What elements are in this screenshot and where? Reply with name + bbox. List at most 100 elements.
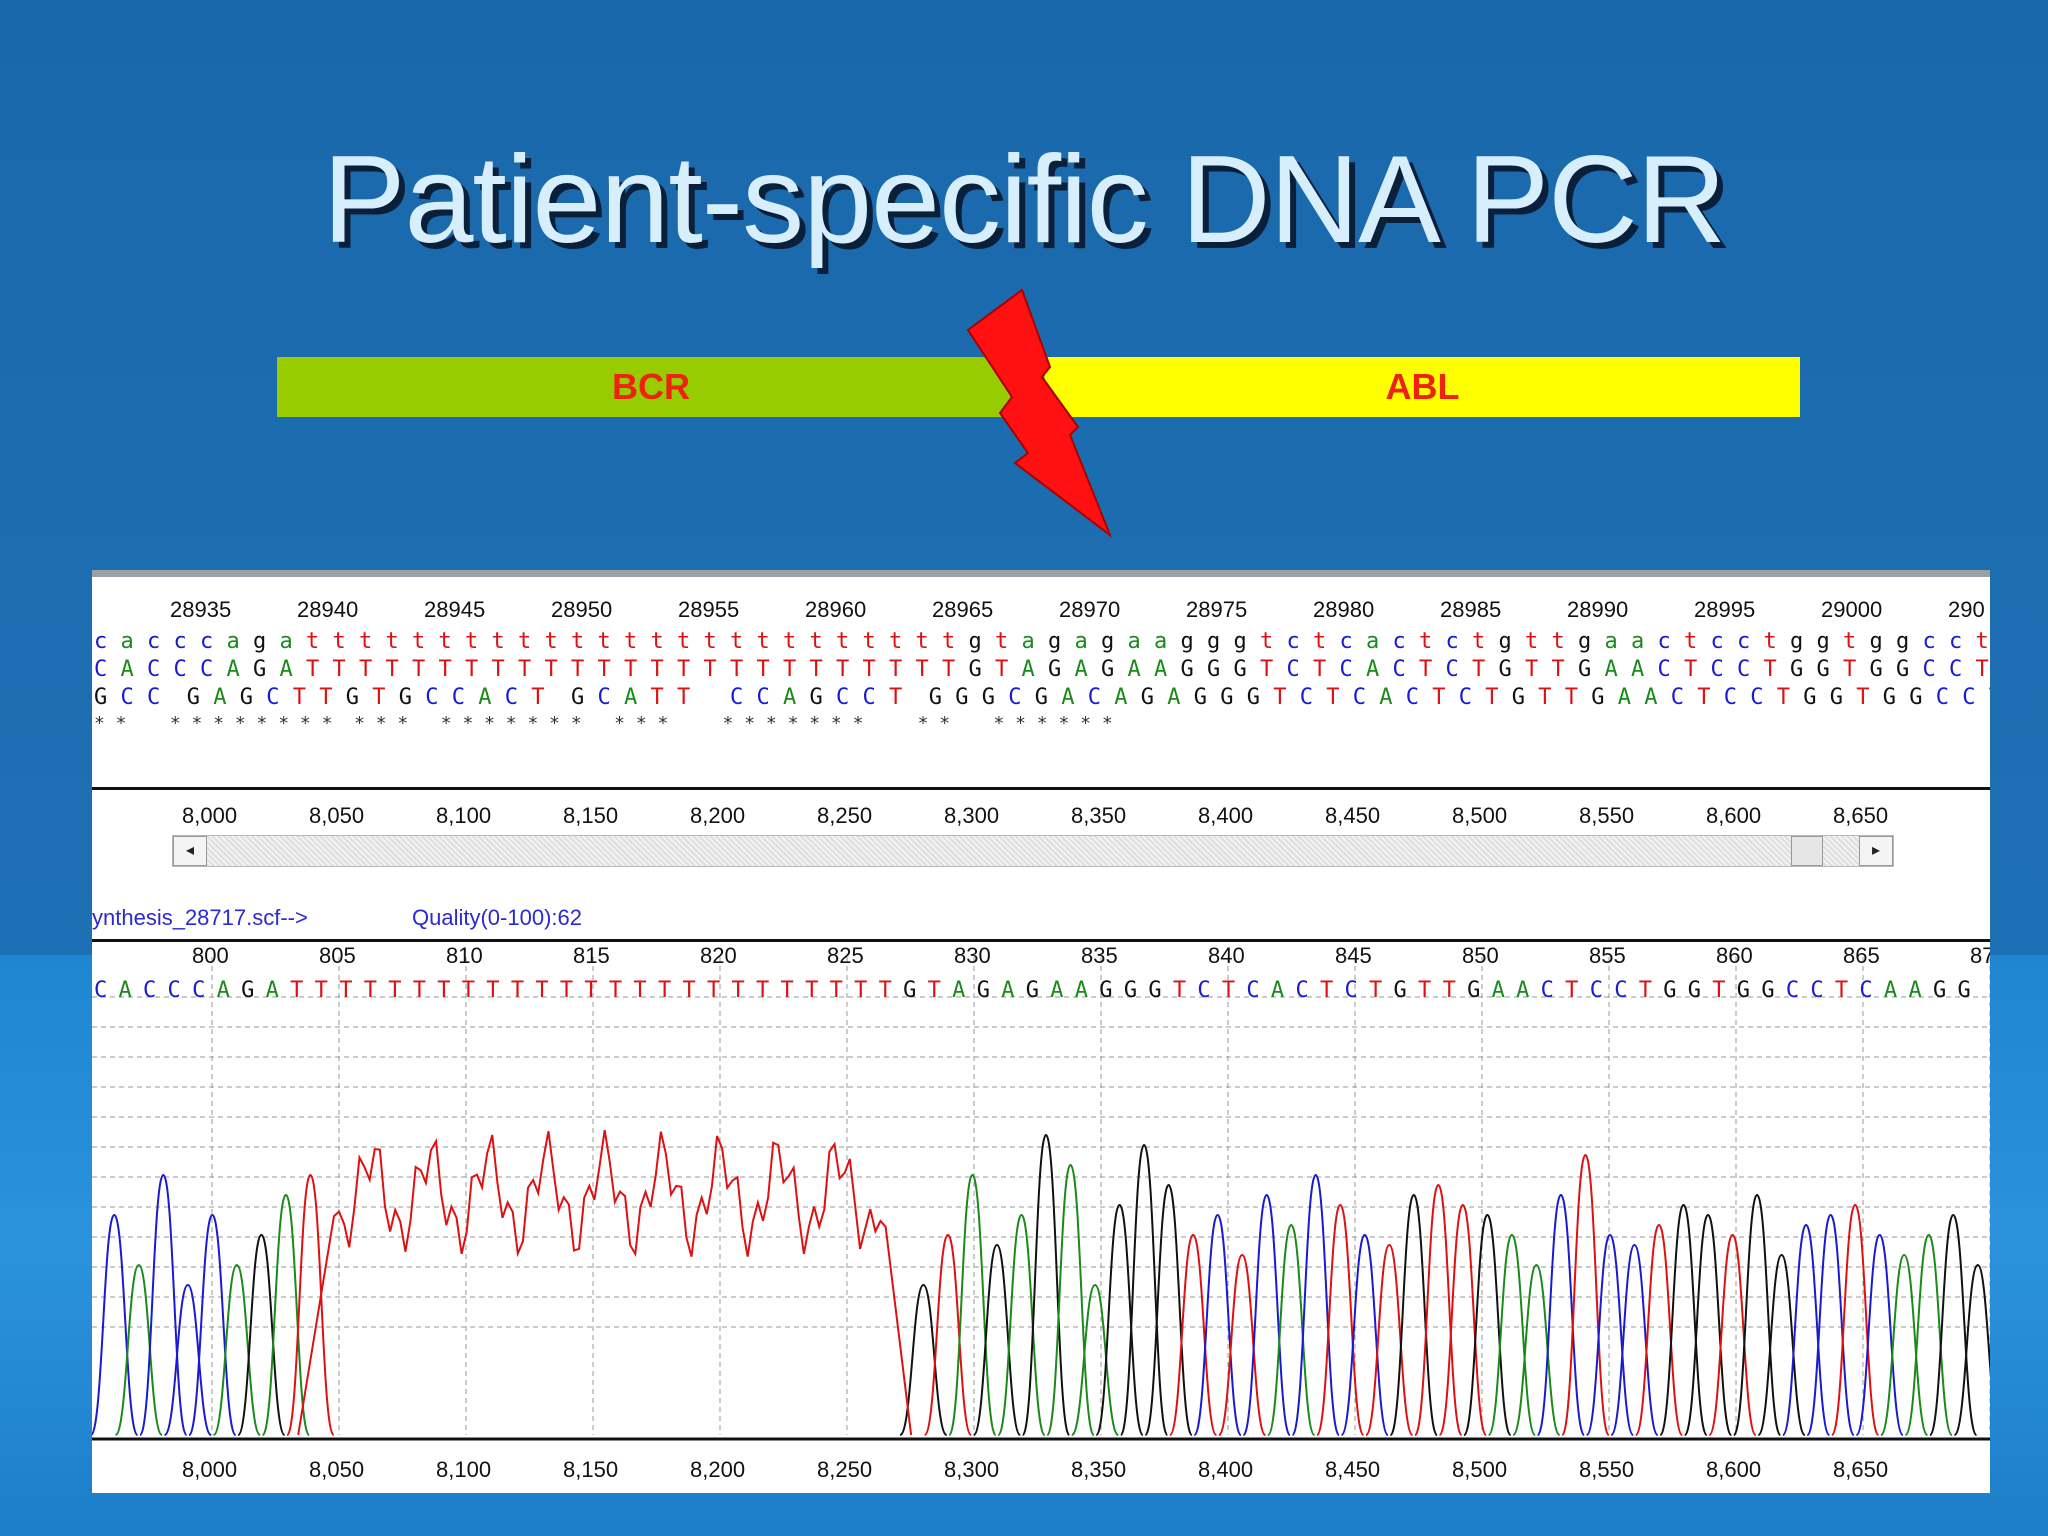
alignment-position-label: 28975 — [1186, 597, 1248, 622]
trace-file-label: ynthesis_28717.scf--> — [92, 905, 308, 930]
base-call: T — [1639, 978, 1652, 1003]
alignment-position-label: 28955 — [678, 597, 740, 622]
base-call: G — [977, 978, 990, 1003]
base-call: T — [609, 978, 622, 1003]
base-position-label: 825 — [827, 943, 864, 968]
base-position-label: 815 — [573, 943, 610, 968]
base-call: T — [1418, 978, 1431, 1003]
base-call: A — [1516, 978, 1529, 1003]
alignment-axis-tick: 8,400 — [1198, 803, 1254, 828]
trace-peak — [1095, 1203, 1144, 1436]
trace-peak — [1021, 1133, 1071, 1436]
base-call: T — [560, 978, 573, 1003]
trace-peak — [1315, 1203, 1365, 1436]
base-call: T — [805, 978, 818, 1003]
quality-label: Quality(0-100):62 — [412, 905, 582, 930]
alignment-axis-tick: 8,500 — [1452, 803, 1508, 828]
base-call: G — [903, 978, 916, 1003]
base-call: C — [1197, 978, 1210, 1003]
base-position-label: 830 — [954, 943, 991, 968]
trace-peak — [1561, 1153, 1610, 1436]
alignment-position-label: 28950 — [551, 597, 613, 622]
trace-peak — [92, 1213, 139, 1436]
base-call: T — [830, 978, 843, 1003]
trace-peak — [948, 1173, 997, 1436]
trace-axis-tick: 8,350 — [1071, 1457, 1126, 1482]
trace-peak — [899, 1283, 948, 1436]
trace-axis-tick: 8,250 — [817, 1457, 872, 1482]
base-call: A — [1050, 978, 1063, 1003]
alignment-position-label: 29000 — [1821, 597, 1883, 622]
trace-axis-tick: 8,500 — [1452, 1457, 1507, 1482]
base-call: G — [241, 978, 254, 1003]
base-call: T — [732, 978, 745, 1003]
alignment-axis-tick: 8,650 — [1833, 803, 1889, 828]
trace-peak — [1217, 1253, 1267, 1436]
base-call: T — [879, 978, 892, 1003]
alignment-position-label: 28970 — [1059, 597, 1121, 622]
trace-peak — [1463, 1213, 1512, 1436]
alignment-position-label: 28960 — [805, 597, 867, 622]
poly-t-trace — [297, 1129, 913, 1436]
scroll-right-button[interactable]: ▸ — [1859, 836, 1893, 866]
base-call: T — [290, 978, 303, 1003]
alignment-position-label: 28945 — [424, 597, 486, 622]
trace-peak — [972, 1243, 1022, 1436]
trace-axis-tick: 8,100 — [436, 1457, 491, 1482]
trace-peak — [1781, 1223, 1831, 1436]
alignment-position-label: 28965 — [932, 597, 994, 622]
trace-peak — [163, 1283, 213, 1436]
trace-axis-tick: 8,450 — [1325, 1457, 1380, 1482]
trace-peak — [1487, 1233, 1537, 1436]
base-call: C — [1295, 978, 1308, 1003]
trace-peak — [1708, 1233, 1757, 1436]
trace-peak — [1683, 1213, 1733, 1436]
horizontal-scrollbar[interactable]: ◂ ▸ — [172, 835, 1894, 867]
consensus-sequence: G C C G A G C T T G T G C C A C T G C A … — [94, 685, 1990, 710]
base-call: T — [854, 978, 867, 1003]
bcr-segment: BCR — [277, 357, 1045, 417]
trace-peak — [1144, 1183, 1193, 1436]
trace-axis-tick: 8,200 — [690, 1457, 745, 1482]
base-position-label: 840 — [1208, 943, 1245, 968]
alignment-axis-tick: 8,350 — [1071, 803, 1127, 828]
trace-peak — [923, 1233, 973, 1436]
base-call: A — [1271, 978, 1284, 1003]
base-call: G — [1394, 978, 1407, 1003]
abl-label: ABL — [1385, 366, 1460, 407]
reference-sequence: c a c c c a g a t t t t t t t t t t t t … — [94, 629, 1989, 654]
sequence-viewer-panel: 28935 28940 28945 28950 28955 28960 28965 28970… — [92, 570, 1990, 1493]
read-sequence: C A C C C A G A T T T T T T T T T T T T … — [94, 657, 1989, 682]
base-position-label: 845 — [1335, 943, 1372, 968]
base-call: G — [1663, 978, 1676, 1003]
trace-peak — [1340, 1233, 1390, 1436]
base-call: T — [1565, 978, 1578, 1003]
trace-peak — [1266, 1223, 1316, 1436]
base-call: T — [315, 978, 328, 1003]
base-call: A — [1908, 978, 1921, 1003]
base-call: C — [1614, 978, 1627, 1003]
base-call: T — [462, 978, 475, 1003]
trace-peak — [1830, 1203, 1880, 1436]
trace-peak — [286, 1173, 335, 1436]
trace-axis-tick: 8,650 — [1833, 1457, 1888, 1482]
trace-axis-tick: 8,400 — [1198, 1457, 1253, 1482]
base-call: G — [1124, 978, 1137, 1003]
trace-peak — [997, 1213, 1046, 1436]
base-call: T — [756, 978, 769, 1003]
trace-peak — [1365, 1243, 1414, 1436]
scroll-left-button[interactable]: ◂ — [173, 836, 207, 866]
base-call: A — [1001, 978, 1014, 1003]
bcr-label: BCR — [612, 366, 690, 407]
alignment-position-label: 290 — [1948, 597, 1985, 622]
trace-peak — [1659, 1203, 1708, 1436]
base-call: G — [1761, 978, 1774, 1003]
alignment-axis-tick: 8,100 — [436, 803, 492, 828]
trace-peak — [1512, 1263, 1561, 1436]
base-position-label: 855 — [1589, 943, 1626, 968]
base-call: T — [413, 978, 426, 1003]
base-call: A — [952, 978, 965, 1003]
trace-peak — [1536, 1193, 1586, 1436]
scroll-thumb[interactable] — [1791, 836, 1823, 866]
trace-peak — [1953, 1263, 1990, 1436]
